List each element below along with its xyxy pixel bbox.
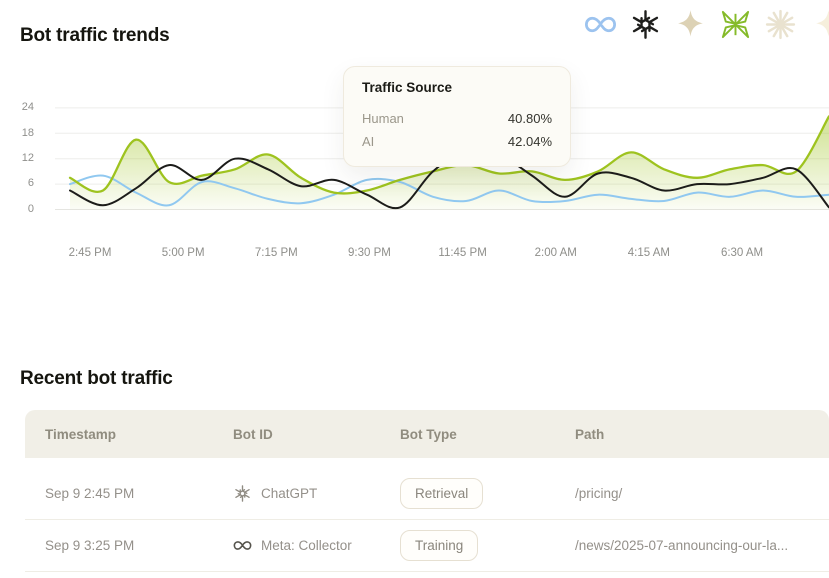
table-body: Sep 9 2:45 PM ChatGPT Retrieval /pricing… [25,468,829,572]
cell-timestamp: Sep 9 2:45 PM [45,486,135,501]
x-axis-tick: 6:30 AM [720,247,764,259]
cell-path: /news/2025-07-announcing-our-la... [575,538,789,553]
tooltip-label: Human [362,111,404,126]
x-axis-tick: 11:45 PM [438,247,487,259]
x-axis-tick: 7:15 PM [254,247,298,259]
chart-tooltip: Traffic Source Human 40.80% AI 42.04% [343,66,571,167]
openai-icon [233,484,252,503]
cell-bot-type: Retrieval [400,478,575,509]
y-axis-tick: 12 [21,152,34,164]
bot-id-label: Meta: Collector [261,538,352,553]
y-axis-tick: 0 [27,203,34,215]
tooltip-label: AI [362,134,375,149]
tooltip-row-ai: AI 42.04% [362,130,552,153]
column-header-timestamp: Timestamp [45,426,117,442]
recent-section-title: Recent bot traffic [20,367,173,389]
column-header-bot-type: Bot Type [400,426,457,442]
tooltip-row-human: Human 40.80% [362,107,552,130]
cell-bot-id: ChatGPT [233,484,400,503]
page-title: Bot traffic trends [20,24,170,46]
x-axis-tick: 2:45 PM [68,247,112,259]
bot-type-badge: Training [400,530,479,561]
column-header-path: Path [575,426,605,442]
tooltip-value: 40.80% [507,111,552,126]
x-axis-tick: 2:00 AM [534,247,577,259]
bot-id-label: ChatGPT [261,486,318,501]
cell-bot-id: Meta: Collector [233,536,400,555]
table-row: Sep 9 2:45 PM ChatGPT Retrieval /pricing… [25,468,829,520]
table-row: Sep 9 3:25 PM Meta: Collector Training /… [25,520,829,572]
cell-timestamp: Sep 9 3:25 PM [45,538,135,553]
bot-traffic-table: Timestamp Bot ID Bot Type Path Sep 9 2:4… [25,410,829,572]
x-axis-tick: 9:30 PM [348,247,391,259]
cell-bot-type: Training [400,530,575,561]
x-axis-tick: 4:15 AM [627,247,670,259]
meta-icon [233,536,252,555]
column-header-bot-id: Bot ID [233,426,273,442]
y-axis-tick: 18 [21,127,34,139]
tooltip-title: Traffic Source [362,80,453,95]
cell-path: /pricing/ [575,486,623,501]
x-axis-tick: 5:00 PM [161,247,205,259]
tooltip-value: 42.04% [507,134,552,149]
y-axis-tick: 24 [21,101,34,113]
table-header-row: Timestamp Bot ID Bot Type Path [25,410,829,458]
y-axis-tick: 6 [27,177,34,189]
bot-type-badge: Retrieval [400,478,484,509]
